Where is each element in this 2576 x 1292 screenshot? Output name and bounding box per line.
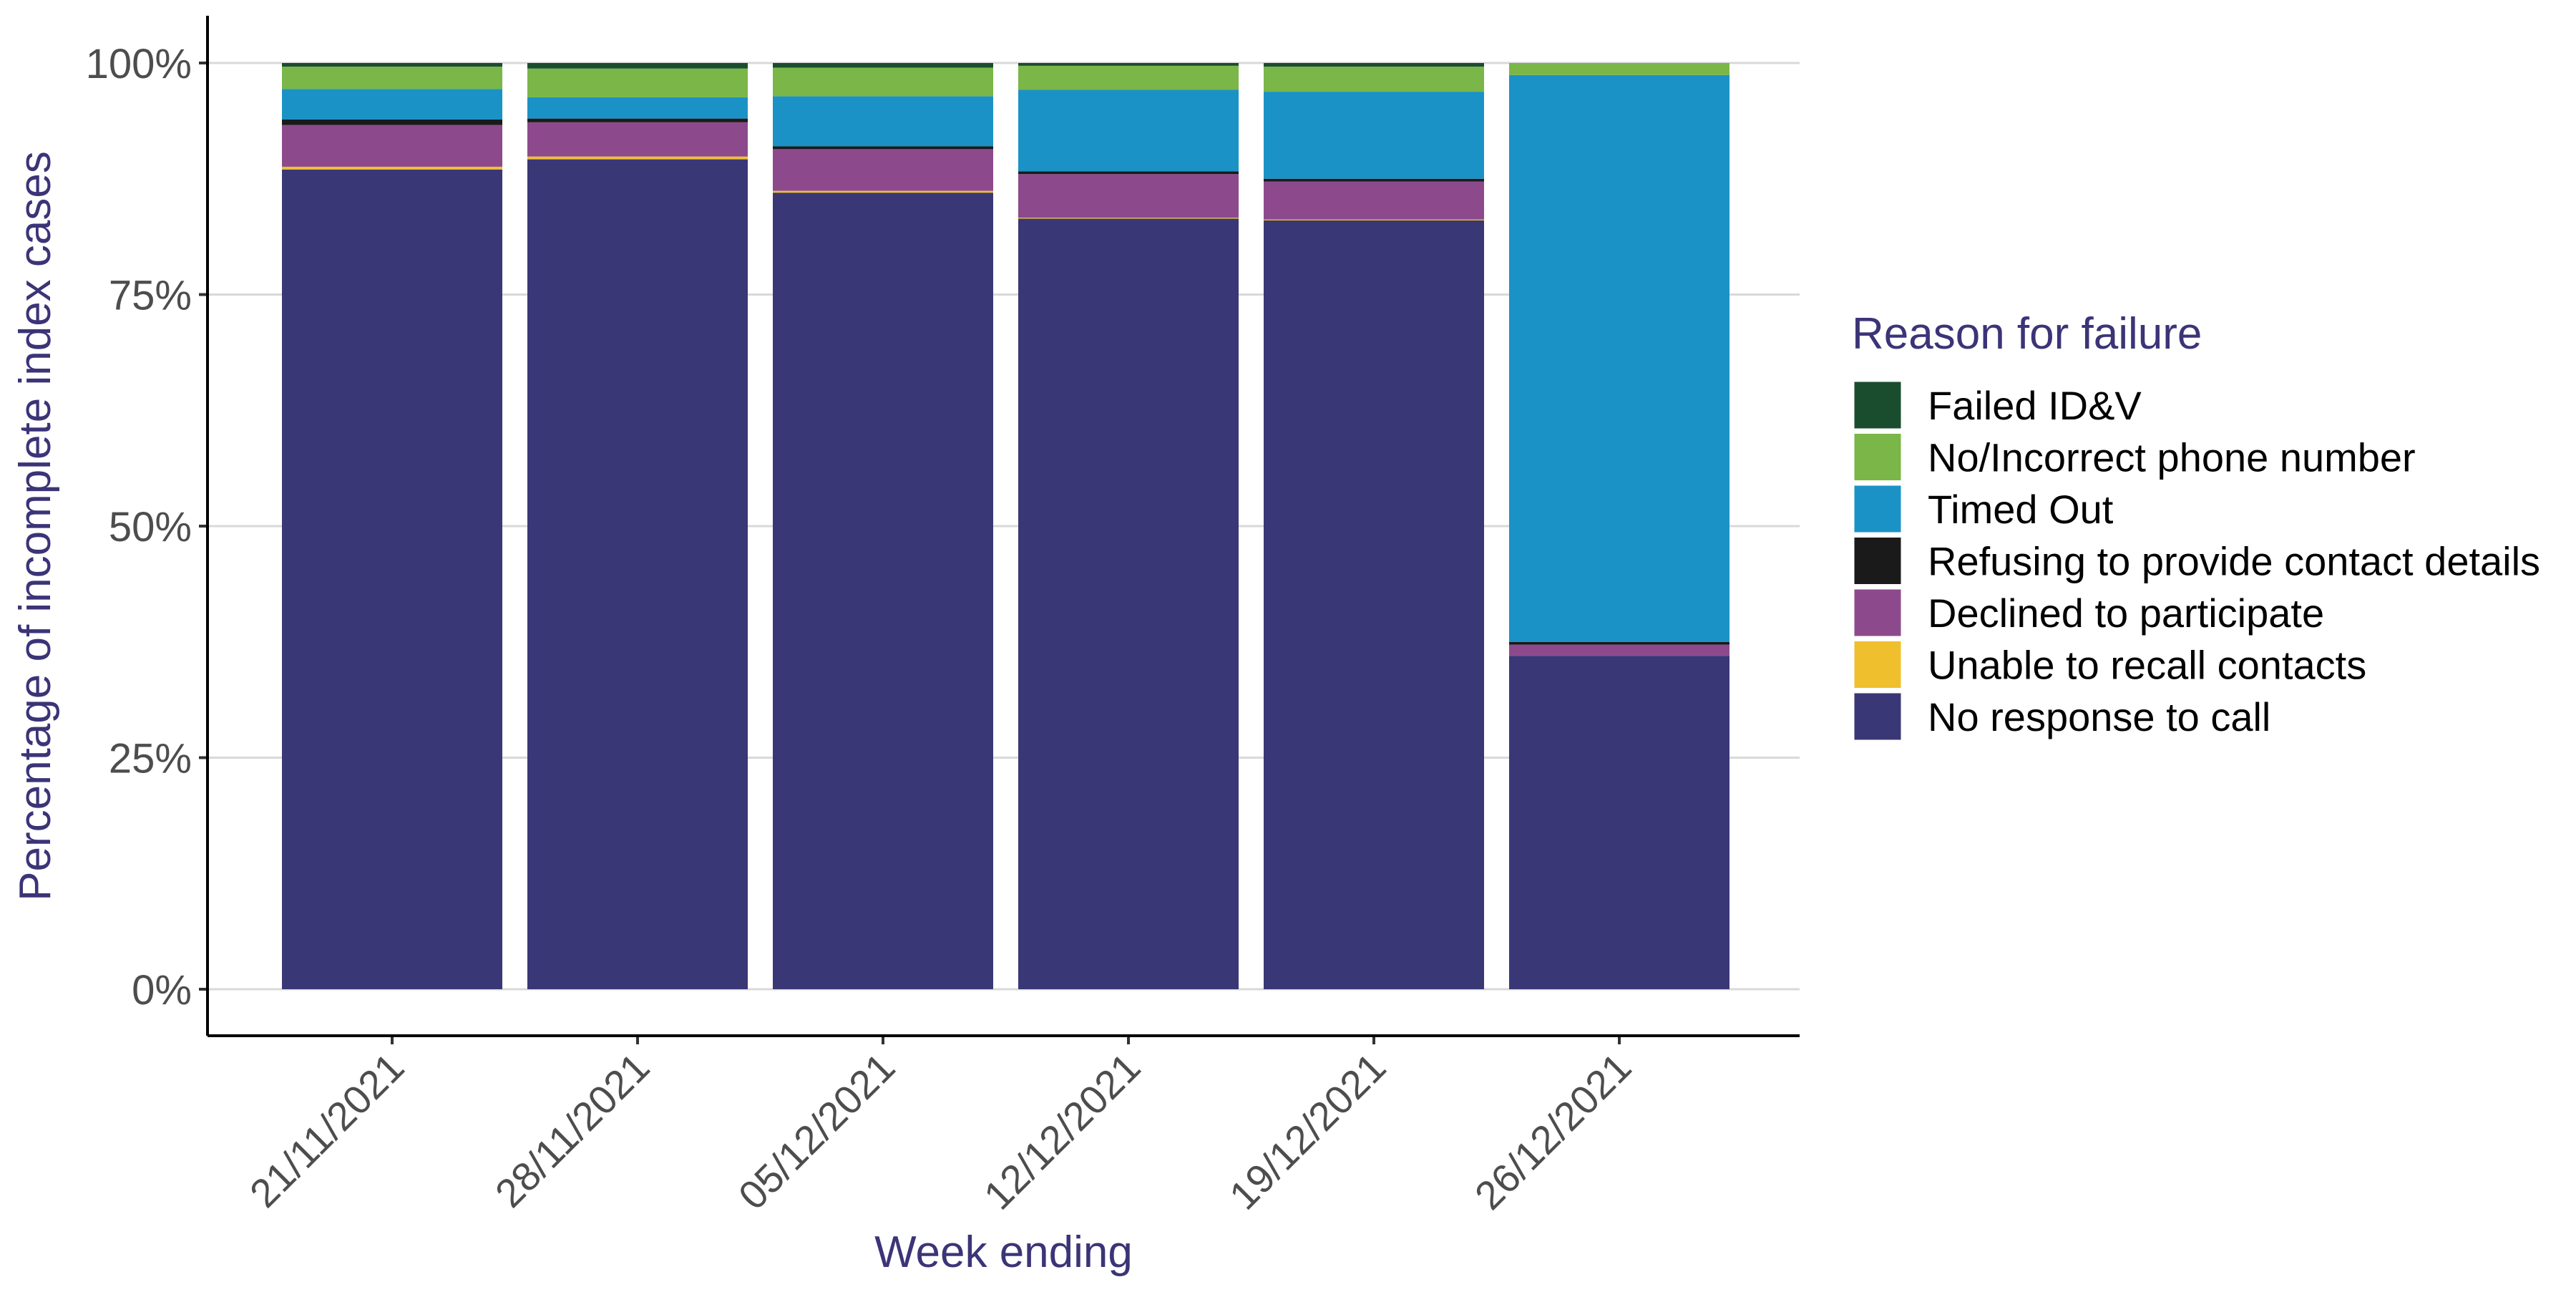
x-axis-title: Week ending	[874, 1228, 1133, 1277]
legend-label: Unable to recall contacts	[1928, 643, 2366, 688]
bar-segment	[1509, 641, 1729, 645]
y-tick-label: 75%	[109, 273, 192, 319]
legend-key	[1852, 432, 1903, 482]
bar-segment	[1018, 63, 1239, 66]
bar-segment	[773, 193, 993, 989]
bar-segment	[1018, 174, 1239, 218]
bar-segment	[1509, 644, 1729, 656]
bar-segment	[527, 63, 748, 69]
bar-segment	[282, 169, 502, 989]
y-tick-label: 25%	[109, 736, 192, 782]
bar-segment	[1264, 92, 1484, 179]
legend-key	[1852, 587, 1903, 638]
bars	[282, 63, 1729, 990]
legend-key	[1852, 483, 1903, 535]
y-axis-title: Percentage of incomplete index cases	[11, 151, 60, 901]
bar-segment	[527, 156, 748, 160]
bar-segment	[1018, 65, 1239, 90]
bar-segment	[773, 63, 993, 68]
bar-segment	[1509, 74, 1729, 642]
y-tick-label: 50%	[109, 504, 192, 550]
y-tick-label: 0%	[132, 967, 192, 1014]
legend-key	[1852, 379, 1903, 431]
legend-key	[1852, 535, 1903, 586]
legend-key	[1852, 691, 1903, 742]
legend-label: No response to call	[1928, 694, 2270, 739]
bar-segment	[282, 125, 502, 167]
bar-segment	[1018, 218, 1239, 990]
bar-segment	[773, 96, 993, 147]
bar-segment	[1264, 220, 1484, 990]
x-tick-label: 26/12/2021	[1466, 1044, 1640, 1218]
y-tick-label: 100%	[86, 41, 192, 87]
bar-segment	[1264, 63, 1484, 67]
bar-segment	[527, 159, 748, 989]
x-tick-label: 05/12/2021	[730, 1044, 904, 1218]
x-tick-label: 21/11/2021	[241, 1044, 413, 1216]
bar-segment	[282, 89, 502, 120]
legend-label: Timed Out	[1928, 487, 2114, 532]
legend-label: Refusing to provide contact details	[1928, 539, 2540, 584]
bar-segment	[1509, 656, 1729, 989]
bar-segment	[282, 63, 502, 67]
bar-segment	[773, 146, 993, 150]
bar-segment	[1509, 63, 1729, 75]
bar-segment	[1018, 171, 1239, 175]
x-tick-label: 28/11/2021	[487, 1044, 658, 1216]
bar-segment	[282, 67, 502, 89]
bar-segment	[282, 166, 502, 170]
bar-segment	[1264, 181, 1484, 220]
legend-label: Failed ID&V	[1928, 383, 2142, 428]
bar-segment	[773, 190, 993, 193]
legend: Reason for failure Failed ID&V No/Incorre…	[1852, 309, 2540, 742]
x-tick-label: 12/12/2021	[975, 1044, 1149, 1218]
legend-key	[1852, 639, 1903, 690]
bar-segment	[282, 119, 502, 125]
bar-segment	[1018, 89, 1239, 172]
x-tick-label: 19/12/2021	[1221, 1044, 1395, 1218]
bar-segment	[527, 122, 748, 157]
bar-segment	[773, 149, 993, 191]
bar-segment	[527, 68, 748, 97]
legend-label: No/Incorrect phone number	[1928, 435, 2416, 480]
bar-segment	[527, 97, 748, 119]
bar-segment	[1264, 178, 1484, 182]
legend-label: Declined to participate	[1928, 591, 2324, 636]
bar-segment	[527, 118, 748, 122]
bar-segment	[1264, 67, 1484, 92]
legend-title: Reason for failure	[1852, 309, 2202, 359]
bar-segment	[773, 67, 993, 97]
